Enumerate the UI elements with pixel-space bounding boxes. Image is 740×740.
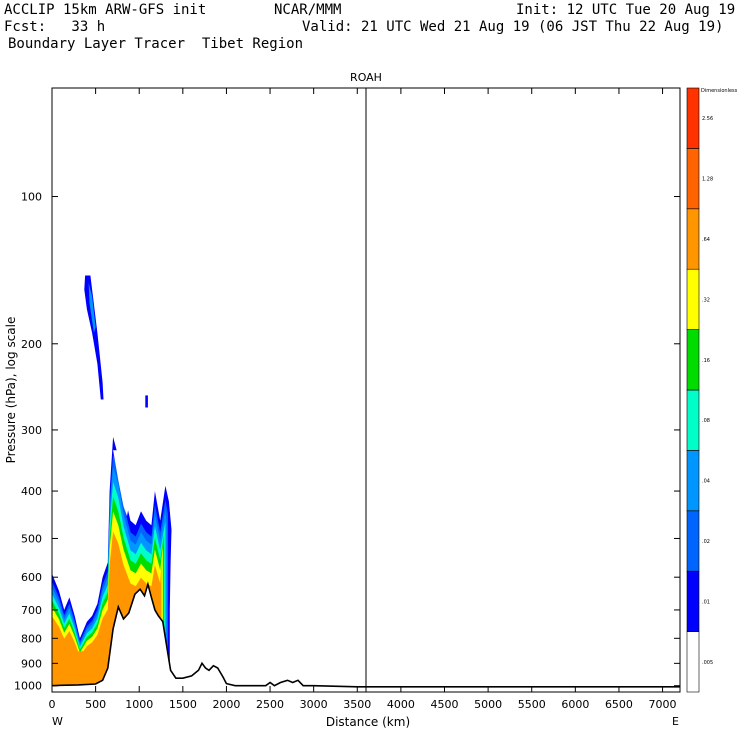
x-tick-label: 6500 [605, 698, 633, 711]
y-tick-label: 700 [21, 604, 42, 617]
colorbar-level-label: 1.28 [702, 177, 713, 183]
header-line2-right: Valid: 21 UTC Wed 21 Aug 19 (06 JST Thu … [302, 19, 724, 35]
x-tick-label: 3500 [343, 698, 371, 711]
header-line3: Boundary Layer Tracer Tibet Region [8, 36, 304, 52]
colorbar-level-label: .64 [702, 237, 710, 243]
tracer-band-7 [52, 531, 168, 686]
x-tick-label: 1000 [125, 698, 153, 711]
x-tick-label: 2000 [212, 698, 240, 711]
colorbar-swatch [686, 87, 700, 149]
colorbar: .005 .01 .02 .04 .08 .16 .32 .64 1.28 2.56 Dimensi… [686, 87, 738, 693]
colorbar-level-label: .005 [702, 660, 713, 666]
colorbar-swatch [686, 570, 700, 632]
header-line1-right: Init: 12 UTC Tue 20 Aug 19 [516, 2, 736, 18]
tracer-blob [145, 395, 148, 408]
header-line1-mid: NCAR/MMM [274, 2, 342, 18]
x-tick-label: 4500 [431, 698, 459, 711]
y-tick-label: 900 [21, 657, 42, 670]
x-axis: 0 500 1000 1500 2000 2500 3000 3500 4000 4500 5000… [49, 88, 677, 711]
colorbar-swatch [686, 510, 700, 572]
tracer-high-plume [84, 275, 104, 400]
colorbar-swatch [686, 329, 700, 391]
y-tick-label: 600 [21, 571, 42, 584]
terrain-fill [52, 584, 680, 692]
x-axis-west-label: W [52, 715, 63, 728]
y-tick-label: 500 [21, 532, 42, 545]
x-tick-label: 3000 [300, 698, 328, 711]
tracer-surface-pool [52, 643, 108, 685]
y-tick-label: 400 [21, 485, 42, 498]
x-axis-title: Distance (km) [326, 715, 410, 729]
x-axis-east-label: E [672, 715, 679, 728]
colorbar-swatch [686, 450, 700, 512]
colorbar-level-label: .08 [702, 418, 710, 424]
y-axis-title: Pressure (hPa), log scale [4, 317, 18, 464]
tracer-high-plume-core [88, 282, 96, 333]
colorbar-unit-label: Dimensionless [701, 88, 738, 94]
x-tick-label: 6000 [561, 698, 589, 711]
y-tick-label: 200 [21, 338, 42, 351]
x-tick-label: 5000 [474, 698, 502, 711]
header-line1-left: ACCLIP 15km ARW-GFS init [4, 2, 207, 18]
terrain-line [51, 581, 680, 688]
x-tick-label: 2500 [256, 698, 284, 711]
colorbar-level-label: .04 [702, 479, 710, 485]
colorbar-level-label: .32 [702, 297, 710, 303]
x-tick-label: 5500 [518, 698, 546, 711]
x-tick-label: 7000 [649, 698, 677, 711]
y-axis: 100 200 300 400 500 600 700 800 900 1000 [14, 191, 680, 693]
colorbar-swatch [686, 148, 700, 210]
colorbar-level-label: 2.56 [702, 116, 713, 122]
tracer-fill-layer [52, 275, 172, 686]
colorbar-level-label: .16 [702, 358, 710, 364]
x-tick-label: 0 [49, 698, 56, 711]
y-tick-label: 800 [21, 632, 42, 645]
header-line2-left: Fcst: 33 h [4, 19, 106, 35]
colorbar-level-label: .02 [702, 539, 710, 545]
colorbar-swatch [686, 631, 700, 693]
colorbar-swatch [686, 208, 700, 270]
colorbar-swatch [686, 389, 700, 451]
colorbar-swatch [686, 268, 700, 330]
tracer-gap [113, 450, 129, 517]
y-tick-label: 1000 [14, 680, 42, 693]
terrain-layer [51, 581, 680, 692]
y-tick-label: 100 [21, 191, 42, 204]
x-tick-label: 1500 [169, 698, 197, 711]
y-tick-label: 300 [21, 424, 42, 437]
colorbar-level-label: .01 [702, 599, 710, 605]
x-tick-label: 500 [85, 698, 106, 711]
x-tick-label: 4000 [387, 698, 415, 711]
chart-title: ROAH [350, 71, 382, 84]
